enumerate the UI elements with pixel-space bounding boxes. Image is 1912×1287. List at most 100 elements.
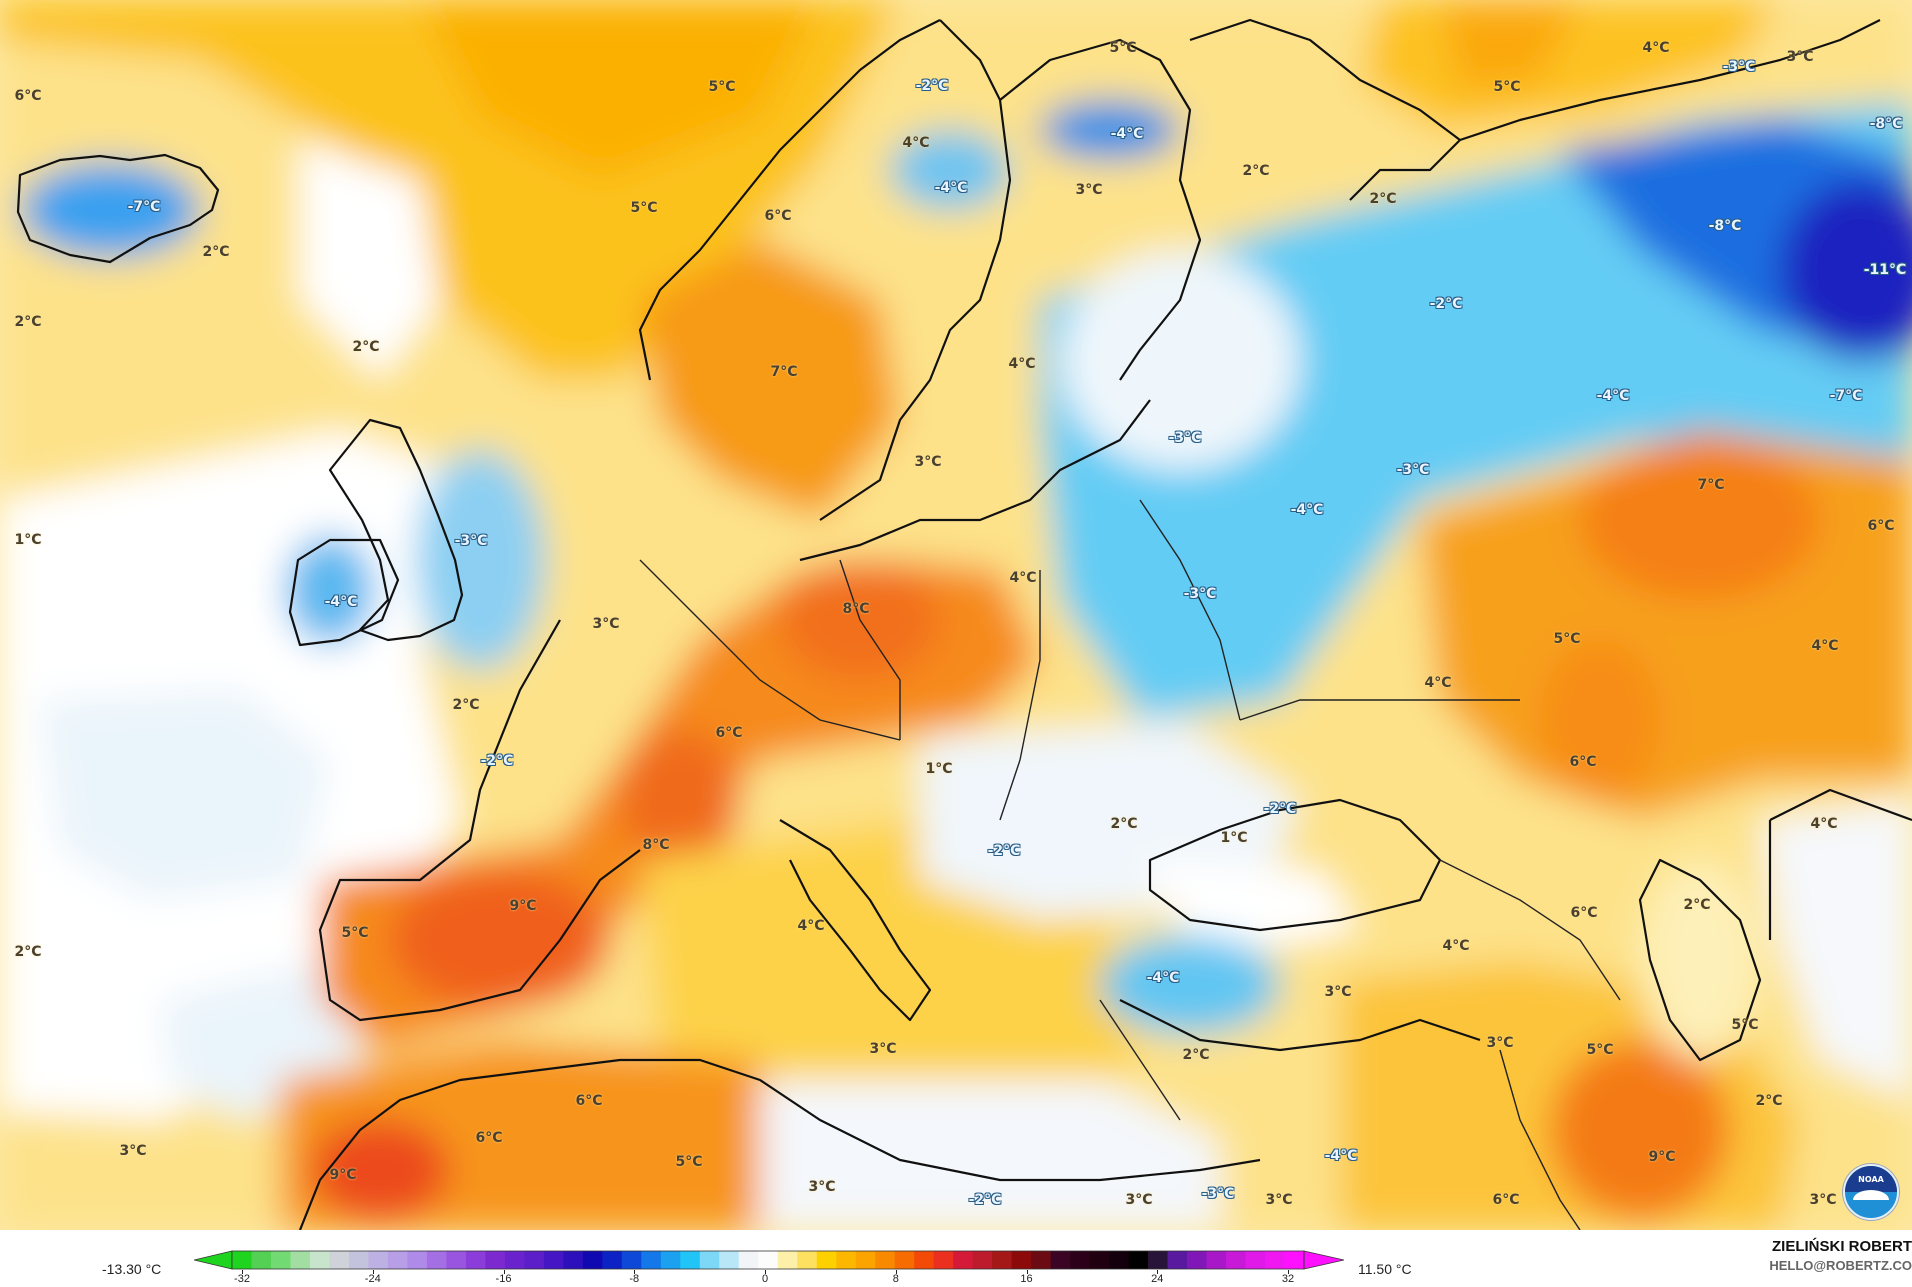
temperature-label: 6°C	[1570, 905, 1598, 921]
temperature-label: 5°C	[1553, 631, 1581, 647]
colorbar-tick-mark	[765, 1270, 766, 1274]
temperature-label: -4°C	[1146, 970, 1180, 986]
legend-max-value: 11.50 °C	[1358, 1261, 1412, 1277]
temperature-label: 3°C	[1324, 984, 1352, 1000]
temperature-label: -7°C	[127, 199, 161, 215]
temperature-label: 6°C	[14, 88, 42, 104]
colorbar-tick-mark	[242, 1270, 243, 1274]
colorbar-tick-mark	[1288, 1270, 1289, 1274]
borders	[639, 499, 1621, 1230]
colorbar-tick-label: 32	[1281, 1273, 1295, 1285]
temperature-label: -2°C	[1429, 296, 1463, 312]
temperature-label: 3°C	[592, 616, 620, 632]
temperature-label: 5°C	[341, 925, 369, 941]
temperature-label: 2°C	[1110, 816, 1138, 832]
color-legend: -13.30 °C -32 -24 -16 -8 0 8 16 24 32 11.50 °C	[0, 1230, 1912, 1287]
temperature-label: 5°C	[708, 79, 736, 95]
temperature-label: 5°C	[1109, 40, 1137, 56]
temperature-label: 3°C	[869, 1041, 897, 1057]
temperature-label: -2°C	[987, 843, 1021, 859]
temperature-label: 6°C	[475, 1130, 503, 1146]
temperature-label: 1°C	[14, 532, 42, 548]
temperature-label: -4°C	[1110, 126, 1144, 142]
author-email: HELLO@ROBERTZ.CO	[1769, 1258, 1912, 1273]
temperature-label: 5°C	[630, 200, 658, 216]
temperature-label: -2°C	[1263, 801, 1297, 817]
colorbar-tick-label: 24	[1151, 1273, 1164, 1285]
temperature-label: -3°C	[1168, 430, 1202, 446]
temperature-label: 6°C	[1867, 518, 1895, 534]
colorbar-tick-mark	[503, 1270, 505, 1274]
temperature-label: -4°C	[1324, 1148, 1358, 1164]
temperature-label: 4°C	[1810, 816, 1838, 832]
temperature-label: 4°C	[797, 918, 825, 934]
temperature-label: 4°C	[902, 135, 930, 151]
temperature-label: 2°C	[202, 244, 230, 260]
temperature-label: 2°C	[352, 339, 380, 355]
colorbar-tick-label: -8	[629, 1273, 640, 1285]
temperature-label: 4°C	[1442, 938, 1470, 954]
temperature-anomaly-map: 6°C -7°C 2°C 2°C 2°C 5°C 5°C 6°C -2°C 4°C -4°C 5°C -…	[0, 0, 1912, 1230]
temperature-label: 3°C	[1265, 1192, 1293, 1208]
temperature-label: 2°C	[452, 697, 480, 713]
coastlines	[16, 18, 1912, 1230]
temperature-label: -2°C	[915, 78, 949, 94]
temperature-label: -4°C	[934, 180, 968, 196]
noaa-bird-icon	[1853, 1190, 1889, 1200]
temperature-label: -4°C	[1290, 502, 1324, 518]
temperature-label: 5°C	[1586, 1042, 1614, 1058]
colorbar-tick-label: -16	[495, 1273, 512, 1285]
temperature-label: 3°C	[119, 1143, 147, 1159]
temperature-label: -3°C	[454, 533, 488, 549]
temperature-label: 3°C	[1786, 49, 1814, 65]
temperature-label: 5°C	[675, 1154, 703, 1170]
temperature-label: 3°C	[1075, 182, 1103, 198]
temperature-label: 2°C	[1369, 191, 1397, 207]
temperature-label: -3°C	[1183, 586, 1217, 602]
temperature-label: 1°C	[925, 761, 953, 777]
temperature-label: -3°C	[1722, 59, 1756, 75]
temperature-label: 3°C	[914, 454, 942, 470]
temperature-label: 4°C	[1009, 570, 1037, 586]
colorbar-tick-mark	[634, 1270, 636, 1274]
noaa-logo-text: NOAA	[1858, 1175, 1884, 1184]
temperature-label: 8°C	[842, 601, 870, 617]
temperature-label: 1°C	[1220, 830, 1248, 846]
temperature-label: 7°C	[770, 364, 798, 380]
colorbar	[194, 1250, 1344, 1270]
colorbar-tick-label: 16	[1020, 1273, 1033, 1285]
temperature-label: 2°C	[14, 314, 42, 330]
temperature-label: -3°C	[1396, 462, 1430, 478]
temperature-label: -4°C	[324, 594, 358, 610]
noaa-logo: NOAA	[1843, 1164, 1899, 1220]
colorbar-tick-mark	[372, 1270, 374, 1274]
temperature-label: 4°C	[1424, 675, 1452, 691]
temperature-label: 6°C	[1492, 1192, 1520, 1208]
temperature-label: 6°C	[575, 1093, 603, 1109]
colorbar-tick-mark	[1026, 1270, 1028, 1274]
colorbar-tick-label: -32	[234, 1273, 250, 1285]
author-name: ZIELIŃSKI ROBERT	[1771, 1238, 1912, 1255]
temperature-label: 2°C	[1683, 897, 1711, 913]
author-credit: ZIELIŃSKI ROBERT HELLO@ROBERTZ.CO	[1769, 1238, 1912, 1273]
temperature-label: 2°C	[14, 944, 42, 960]
temperature-label: 4°C	[1008, 356, 1036, 372]
temperature-label: 4°C	[1811, 638, 1839, 654]
temperature-label: 3°C	[1486, 1035, 1514, 1051]
temperature-label: 7°C	[1697, 477, 1725, 493]
temperature-label: 2°C	[1755, 1093, 1783, 1109]
temperature-label: -8°C	[1708, 218, 1742, 234]
colorbar-tick-label: 0	[761, 1273, 769, 1285]
temperature-label: -8°C	[1869, 116, 1903, 132]
temperature-label: 4°C	[1642, 40, 1670, 56]
colorbar-tick-mark	[895, 1270, 897, 1274]
temperature-label: 3°C	[808, 1179, 836, 1195]
colorbar-tick-label: 8	[892, 1273, 899, 1285]
temperature-label: 6°C	[1569, 754, 1597, 770]
temperature-label: 2°C	[1242, 163, 1270, 179]
temperature-label: -2°C	[968, 1192, 1002, 1208]
temperature-label: 3°C	[1809, 1192, 1837, 1208]
temperature-label: -4°C	[1596, 388, 1630, 404]
temperature-label: -3°C	[1201, 1186, 1235, 1202]
temperature-label: -2°C	[480, 753, 514, 769]
